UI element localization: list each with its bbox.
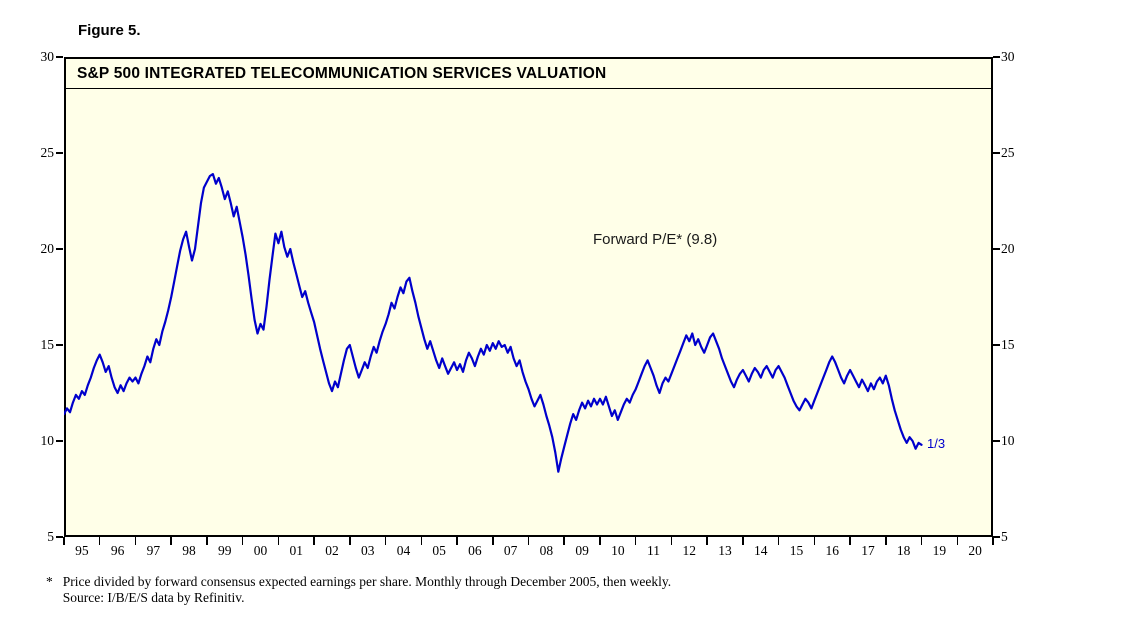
y-axis-label-right: 5: [1001, 529, 1008, 544]
y-axis-tick-right: [993, 248, 1000, 250]
x-axis-tick: [456, 537, 458, 545]
y-axis-tick-right: [993, 440, 1000, 442]
x-axis-label: 09: [575, 543, 589, 558]
x-axis-label: 07: [503, 543, 518, 558]
x-axis-tick: [813, 537, 816, 545]
footnote-line1: Price divided by forward consensus expec…: [62, 574, 672, 589]
x-axis-label: 19: [932, 543, 947, 558]
x-axis-label: 20: [968, 543, 982, 558]
y-axis-tick-left: [56, 344, 63, 346]
x-axis-label: 06: [468, 543, 482, 558]
x-axis-tick: [670, 537, 673, 545]
y-axis-tick-right: [993, 152, 1000, 154]
y-axis-label-right: 15: [1001, 337, 1015, 352]
footnote-line2: Source: I/B/E/S data by Refinitiv.: [62, 590, 245, 605]
x-axis-tick: [98, 537, 101, 545]
x-axis-label: 03: [360, 543, 375, 558]
y-axis-label-right: 30: [1001, 49, 1015, 64]
x-axis-tick: [634, 537, 637, 545]
plot-area: S&P 500 INTEGRATED TELECOMMUNICATION SER…: [64, 57, 993, 537]
y-axis-tick-left: [56, 152, 63, 154]
x-axis-label: 10: [611, 543, 625, 558]
footnote-text: Price divided by forward consensus expec…: [63, 574, 671, 606]
y-axis-label-right: 10: [1001, 433, 1015, 448]
x-axis-tick: [420, 537, 423, 545]
latest-value-label: 1/3: [927, 436, 946, 451]
x-axis-label: 18: [896, 543, 911, 558]
x-axis-label: 95: [75, 543, 89, 558]
x-axis-label: 11: [647, 543, 661, 558]
series-annotation: Forward P/E* (9.8): [593, 231, 718, 248]
x-axis-label: 17: [861, 543, 875, 558]
y-axis-label-left: 25: [40, 145, 55, 160]
x-axis-tick: [563, 537, 565, 545]
y-axis-tick-left: [56, 440, 63, 442]
x-axis-label: 97: [146, 543, 161, 558]
x-axis-label: 13: [718, 543, 732, 558]
x-axis-tick: [956, 537, 959, 545]
x-axis-label: 99: [218, 543, 232, 558]
x-axis-tick: [706, 537, 708, 545]
x-axis-tick: [527, 537, 530, 545]
y-axis-label-left: 10: [40, 433, 55, 448]
x-axis-label: 16: [825, 543, 839, 558]
x-axis-label: 04: [396, 543, 411, 558]
y-axis-label-right: 25: [1001, 145, 1015, 160]
x-axis-tick: [63, 537, 65, 545]
x-axis-tick: [742, 537, 744, 545]
y-axis-tick-left: [56, 248, 63, 250]
y-axis-tick-left: [56, 536, 63, 538]
y-axis-tick-right: [993, 536, 1000, 538]
x-axis-label: 08: [539, 543, 554, 558]
x-axis-tick: [170, 537, 172, 545]
y-axis-label-left: 15: [40, 337, 55, 352]
x-axis-tick: [384, 537, 387, 545]
x-axis-tick: [777, 537, 780, 545]
y-axis-label-right: 20: [1001, 241, 1015, 256]
x-axis-tick: [277, 537, 280, 545]
x-axis-tick: [241, 537, 244, 545]
x-axis-tick: [885, 537, 887, 545]
y-axis-label-left: 20: [40, 241, 55, 256]
x-axis-tick: [849, 537, 851, 545]
x-axis-label: 05: [432, 543, 446, 558]
y-axis-label-left: 30: [40, 49, 55, 64]
x-axis-label: 98: [182, 543, 196, 558]
x-axis-label: 00: [253, 543, 268, 558]
y-axis-tick-right: [993, 56, 1000, 58]
footnote: * Price divided by forward consensus exp…: [46, 574, 671, 606]
figure-label: Figure 5.: [78, 22, 141, 39]
footnote-asterisk: *: [46, 574, 53, 589]
x-axis-tick: [492, 537, 494, 545]
y-axis-tick-left: [56, 56, 63, 58]
x-axis-tick: [349, 537, 351, 545]
x-axis-tick: [920, 537, 923, 545]
x-axis-label: 14: [754, 543, 768, 558]
x-axis-label: 96: [110, 543, 125, 558]
x-axis-tick: [134, 537, 137, 545]
y-axis-tick-right: [993, 344, 1000, 346]
y-axis-label-left: 5: [47, 529, 54, 544]
x-axis-label: 12: [682, 543, 697, 558]
x-axis-tick: [599, 537, 601, 545]
chart-title: S&P 500 INTEGRATED TELECOMMUNICATION SER…: [66, 59, 991, 89]
x-axis-tick: [313, 537, 315, 545]
x-axis-label: 01: [289, 543, 304, 558]
x-axis-label: 15: [789, 543, 804, 558]
x-axis-label: 02: [325, 543, 339, 558]
x-axis-tick: [206, 537, 208, 545]
x-axis-tick: [992, 537, 994, 545]
